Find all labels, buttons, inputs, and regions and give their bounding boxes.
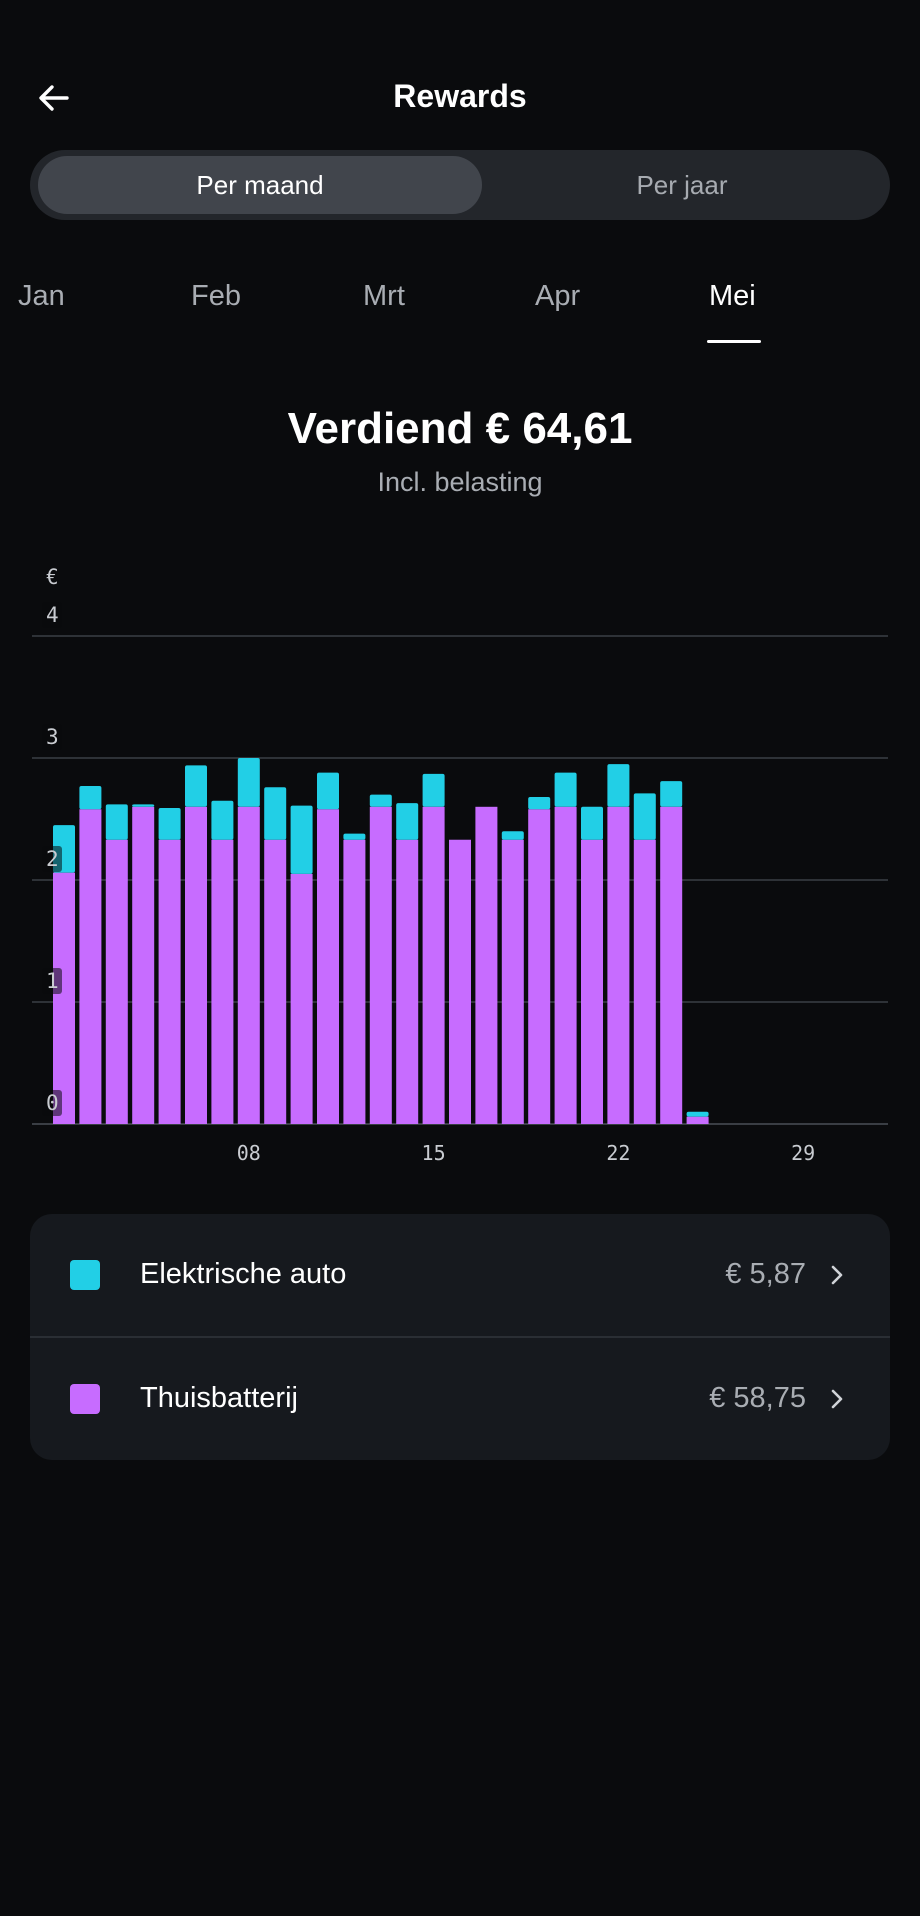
legend-swatch-ev — [70, 1260, 100, 1290]
ytick-label: 3 — [46, 725, 59, 749]
ytick-label: 2 — [46, 847, 59, 871]
breakdown-label: Elektrische auto — [140, 1258, 347, 1290]
bar-thuisbatterij — [660, 806, 683, 1124]
bar-thuisbatterij — [528, 809, 551, 1124]
tab-month-mei[interactable]: Mei — [709, 280, 756, 312]
bar-elektrische-auto — [79, 786, 102, 810]
back-button[interactable] — [30, 74, 78, 122]
tab-month-mrt[interactable]: Mrt — [363, 280, 405, 312]
ytick-backing — [42, 602, 62, 628]
bar-thuisbatterij — [158, 839, 181, 1124]
ytick-backing — [42, 724, 62, 750]
breakdown-row-thuisbatterij[interactable]: Thuisbatterij € 58,75 — [30, 1336, 890, 1458]
xtick-label: 22 — [606, 1141, 630, 1165]
legend-swatch-battery — [70, 1384, 100, 1414]
bar-elektrische-auto — [422, 773, 445, 807]
bar-thuisbatterij — [396, 839, 419, 1124]
app-header: Rewards — [0, 60, 920, 134]
bar-elektrische-auto — [264, 787, 287, 840]
toggle-per-maand[interactable]: Per maand — [38, 156, 482, 214]
bar-elektrische-auto — [528, 797, 551, 810]
bar-thuisbatterij — [132, 806, 155, 1124]
bar-thuisbatterij — [686, 1116, 709, 1124]
y-axis-unit-label: € — [46, 565, 59, 589]
bar-elektrische-auto — [686, 1111, 709, 1117]
bar-thuisbatterij — [53, 872, 75, 1124]
ytick-label: 4 — [46, 603, 59, 627]
breakdown-value: € 58,75 — [709, 1382, 806, 1414]
tab-month-apr[interactable]: Apr — [535, 280, 581, 312]
chevron-right-icon — [822, 1260, 852, 1290]
bar-thuisbatterij — [211, 839, 234, 1124]
bar-elektrische-auto — [501, 831, 524, 840]
bar-thuisbatterij — [185, 806, 207, 1124]
bar-thuisbatterij — [290, 873, 313, 1124]
bar-elektrische-auto — [343, 833, 366, 840]
ytick-backing — [42, 846, 62, 872]
bar-elektrische-auto — [607, 764, 630, 807]
bar-thuisbatterij — [343, 839, 366, 1124]
period-toggle: Per maand Per jaar — [30, 150, 890, 220]
earned-subtitle: Incl. belasting — [377, 467, 543, 497]
bar-elektrische-auto — [158, 808, 181, 840]
bar-thuisbatterij — [607, 806, 630, 1124]
arrow-left-icon — [39, 85, 69, 111]
month-tab-indicator — [707, 340, 761, 343]
bar-elektrische-auto — [211, 800, 234, 840]
bar-elektrische-auto — [554, 772, 577, 807]
month-tabs: Jan Feb Mrt Apr Mei — [0, 270, 920, 350]
toggle-per-jaar[interactable]: Per jaar — [636, 169, 728, 200]
breakdown-label: Thuisbatterij — [140, 1382, 298, 1414]
tab-month-jan[interactable]: Jan — [18, 280, 65, 312]
bar-thuisbatterij — [264, 839, 287, 1124]
ytick-backing — [42, 968, 62, 994]
page-title: Rewards — [393, 78, 527, 114]
breakdown-card: Elektrische auto € 5,87 Thuisbatterij € … — [30, 1214, 890, 1460]
chevron-right-icon — [822, 1384, 852, 1414]
earned-total: Verdiend € 64,61 — [287, 404, 633, 453]
xtick-label: 29 — [791, 1141, 815, 1165]
bar-elektrische-auto — [581, 806, 603, 840]
bar-elektrische-auto — [369, 794, 392, 807]
bar-elektrische-auto — [660, 781, 683, 807]
bar-thuisbatterij — [105, 839, 128, 1124]
rewards-chart-svg: 0 1 2 3 4 €08 15 22 29 — [32, 565, 888, 1165]
bar-thuisbatterij — [633, 839, 656, 1124]
bar-thuisbatterij — [237, 806, 260, 1124]
ytick-label: 0 — [46, 1091, 59, 1115]
ytick-backing — [42, 1090, 62, 1116]
bar-elektrische-auto — [317, 772, 339, 810]
bar-thuisbatterij — [449, 839, 471, 1124]
ytick-label: 1 — [46, 969, 59, 993]
bar-elektrische-auto — [105, 804, 128, 840]
bar-thuisbatterij — [422, 806, 445, 1124]
bar-elektrische-auto — [290, 805, 313, 874]
xtick-label: 15 — [422, 1141, 446, 1165]
bar-thuisbatterij — [475, 806, 498, 1124]
bar-elektrische-auto — [396, 803, 419, 840]
rewards-chart: 0 1 2 3 4 €08 15 22 29 — [0, 560, 920, 1180]
bar-thuisbatterij — [581, 839, 603, 1124]
xtick-label: 08 — [237, 1141, 261, 1165]
bar-thuisbatterij — [554, 806, 577, 1124]
bar-elektrische-auto — [237, 758, 260, 807]
bar-thuisbatterij — [79, 809, 102, 1124]
bar-thuisbatterij — [317, 809, 339, 1124]
breakdown-row-elektrische-auto[interactable]: Elektrische auto € 5,87 — [30, 1214, 890, 1336]
bar-elektrische-auto — [132, 804, 155, 807]
bar-elektrische-auto — [633, 793, 656, 840]
bar-thuisbatterij — [369, 806, 392, 1124]
breakdown-value: € 5,87 — [725, 1258, 806, 1290]
tab-month-feb[interactable]: Feb — [191, 280, 241, 312]
bar-elektrische-auto — [185, 765, 207, 807]
bar-thuisbatterij — [501, 839, 524, 1124]
